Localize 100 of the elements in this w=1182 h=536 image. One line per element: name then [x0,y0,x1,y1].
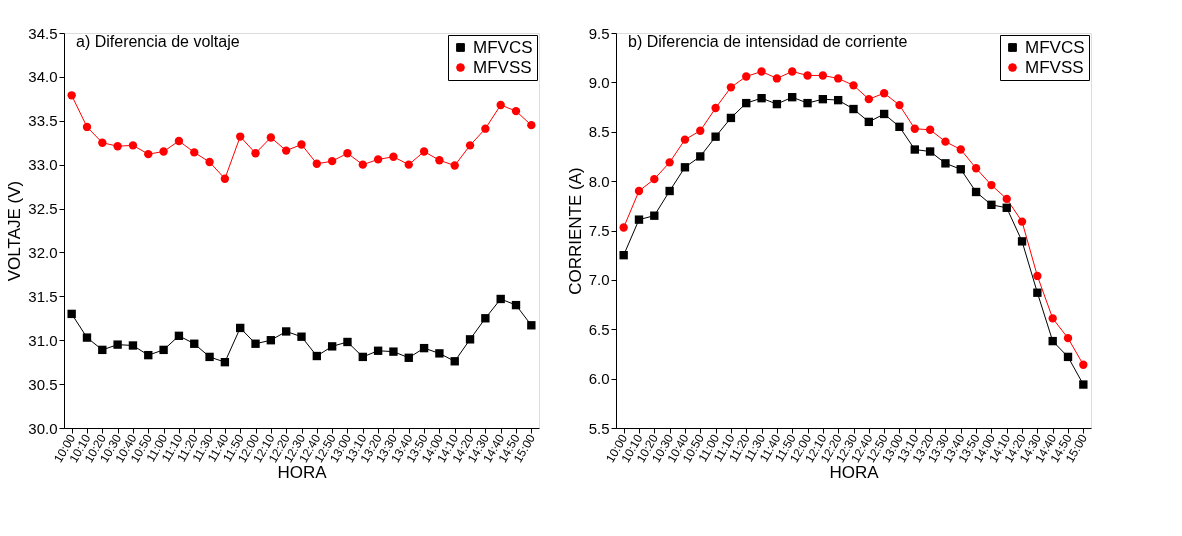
point [373,155,383,164]
y-tick-label: 9.0 [588,73,610,91]
point [419,343,429,353]
point [971,164,981,173]
point [82,333,92,342]
y-tick-label: 33.5 [28,112,58,130]
legend-label: MFVSS [1025,57,1084,77]
point [879,109,889,119]
point [511,300,521,310]
point [895,100,904,110]
point [849,81,858,90]
point [757,93,766,103]
y-tick-label: 34.0 [28,68,58,86]
point [1048,314,1057,323]
point [450,161,459,170]
legend-label: MFVCS [473,37,533,57]
point [696,126,705,135]
point [757,67,766,76]
y-tick-label: 9.5 [588,24,610,42]
point [343,337,352,347]
point [849,104,858,114]
point [236,132,245,141]
point [358,352,367,362]
x-axis-title: HORA [277,462,328,482]
point [1017,217,1027,226]
y-tick-label: 7.5 [588,222,610,239]
point [650,211,659,220]
point [481,124,490,133]
point [971,187,981,197]
legend-label: MFVCS [1025,37,1085,57]
point [742,72,751,81]
point [680,163,690,172]
point [1002,194,1011,204]
point [711,132,720,141]
y-tick-label: 33.0 [28,156,58,174]
point [174,331,184,341]
point [818,71,828,80]
point [312,159,322,168]
point [1079,380,1088,389]
point [818,94,828,104]
point [128,141,138,150]
point [465,335,475,344]
point [1017,237,1027,246]
point [772,74,782,83]
point [190,339,199,348]
point [404,160,413,169]
point [144,350,153,360]
point [864,117,874,127]
point [159,345,168,355]
point [803,71,812,80]
point [281,327,291,336]
point [833,95,843,105]
point [925,125,935,134]
y-axis-title: VOLTAJE (V) [5,180,25,282]
point [67,91,76,100]
point [205,157,214,167]
point [343,149,352,158]
point [435,156,444,165]
y-tick-label: 32.5 [28,200,58,218]
point [895,122,904,131]
point [82,122,92,132]
legend-label: MFVSS [473,57,532,77]
point [297,140,306,149]
point [465,141,475,150]
point [1063,333,1073,343]
point [297,332,306,341]
point [925,147,935,156]
chart-title: b) Diferencia de intensidad de corriente [628,33,908,50]
point [941,159,950,168]
y-tick-label: 32.0 [28,243,58,261]
point [1048,336,1057,346]
point [1079,360,1088,369]
point [650,174,659,184]
point [1063,352,1073,362]
point [956,165,965,174]
point [634,186,644,196]
point [1033,288,1042,297]
point [450,357,459,366]
point [67,309,76,319]
point [772,99,782,109]
point [281,146,291,155]
chart-title: a) Diferencia de voltaje [76,33,240,50]
point [634,215,644,224]
point [251,149,260,158]
point [680,135,690,144]
point [266,133,276,142]
point [726,83,736,92]
point [879,89,889,98]
point [619,251,628,260]
point [910,124,919,133]
point [864,94,874,104]
point [788,67,797,76]
point [144,149,153,159]
point [511,106,521,116]
y-tick-label: 7.0 [588,271,610,289]
y-tick-label: 31.5 [28,287,58,305]
point [236,323,245,333]
y-tick-label: 6.0 [588,370,610,388]
point [910,145,919,154]
point [266,336,276,345]
